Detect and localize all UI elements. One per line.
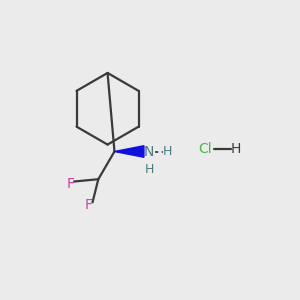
Polygon shape: [115, 146, 144, 157]
Text: H: H: [163, 145, 172, 158]
Text: N: N: [144, 145, 154, 158]
Text: H: H: [231, 142, 241, 156]
Text: F: F: [67, 177, 75, 191]
Text: H: H: [144, 164, 154, 176]
Text: Cl: Cl: [198, 142, 212, 156]
Text: F: F: [85, 198, 93, 212]
